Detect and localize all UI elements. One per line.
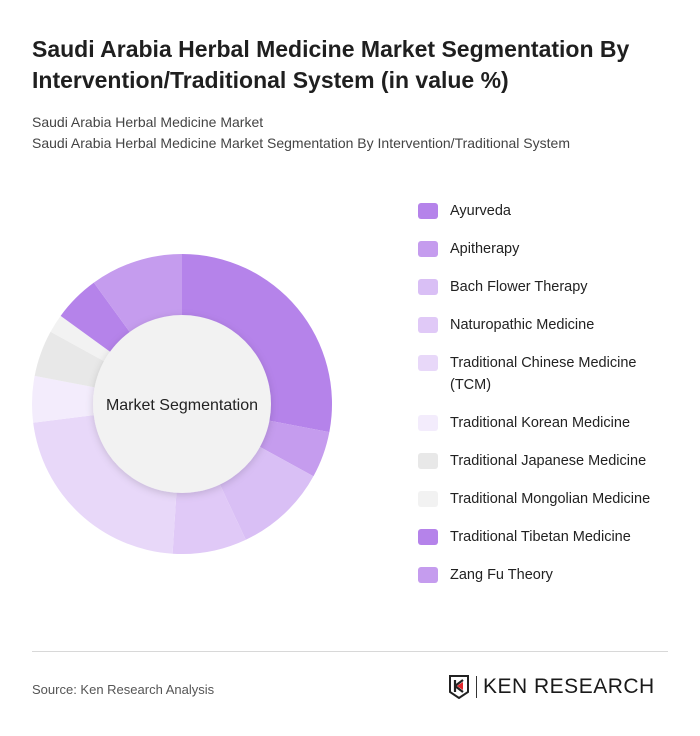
donut-center <box>93 315 271 493</box>
legend-item[interactable]: Traditional Japanese Medicine <box>418 450 688 472</box>
legend-label: Bach Flower Therapy <box>450 279 588 295</box>
legend-swatch <box>418 567 438 583</box>
legend-item[interactable]: Traditional Tibetan Medicine <box>418 526 688 548</box>
legend-swatch <box>418 279 438 295</box>
legend-swatch <box>418 415 438 431</box>
divider <box>32 651 668 652</box>
legend-swatch <box>418 453 438 469</box>
legend-label: Zang Fu Theory <box>450 567 553 583</box>
legend-label: Traditional Korean Medicine <box>450 415 631 431</box>
legend-label: Apitherapy <box>450 241 520 257</box>
legend-item[interactable]: Traditional Mongolian Medicine <box>418 488 688 510</box>
source-note: Source: Ken Research Analysis <box>32 682 215 697</box>
donut-chart: Market Segmentation <box>32 254 332 554</box>
legend-label: Traditional Chinese Medicine (TCM) <box>450 355 637 393</box>
legend: Ayurveda Apitherapy Bach Flower Therapy Nat… <box>418 200 688 602</box>
chart-title: Saudi Arabia Herbal Medicine Market Segm… <box>32 36 630 93</box>
legend-label: Ayurveda <box>450 203 511 219</box>
legend-item[interactable]: Traditional Korean Medicine <box>418 412 688 434</box>
logo-text: KEN RESEARCH <box>483 675 655 698</box>
legend-swatch <box>418 203 438 219</box>
legend-swatch <box>418 317 438 333</box>
slice-ayurveda[interactable] <box>182 254 332 433</box>
legend-swatch <box>418 355 438 371</box>
legend-item[interactable]: Ayurveda <box>418 200 688 222</box>
legend-item[interactable]: Zang Fu Theory <box>418 564 688 586</box>
center-label: Market Segmentation <box>106 397 258 414</box>
ken-research-logo: KEN RESEARCH <box>448 675 655 699</box>
legend-swatch <box>418 241 438 257</box>
legend-item[interactable]: Apitherapy <box>418 238 688 260</box>
legend-label: Traditional Tibetan Medicine <box>450 529 631 545</box>
legend-label: Naturopathic Medicine <box>450 317 595 333</box>
legend-swatch <box>418 491 438 507</box>
legend-label: Traditional Mongolian Medicine <box>450 491 651 507</box>
chart-subtitle-1: Saudi Arabia Herbal Medicine Market <box>32 114 264 130</box>
legend-swatch <box>418 529 438 545</box>
legend-item[interactable]: Naturopathic Medicine <box>418 314 688 336</box>
legend-label: Traditional Japanese Medicine <box>450 453 647 469</box>
legend-item[interactable]: Traditional Chinese Medicine (TCM) <box>418 352 688 396</box>
chart-subtitle-2: Saudi Arabia Herbal Medicine Market Segm… <box>32 135 570 151</box>
legend-item[interactable]: Bach Flower Therapy <box>418 276 688 298</box>
logo-mark-icon <box>449 675 469 699</box>
chart-header: Saudi Arabia Herbal Medicine Market Segm… <box>32 34 682 154</box>
slice-traditional-chinese-medicine-tcm[interactable] <box>33 411 179 554</box>
